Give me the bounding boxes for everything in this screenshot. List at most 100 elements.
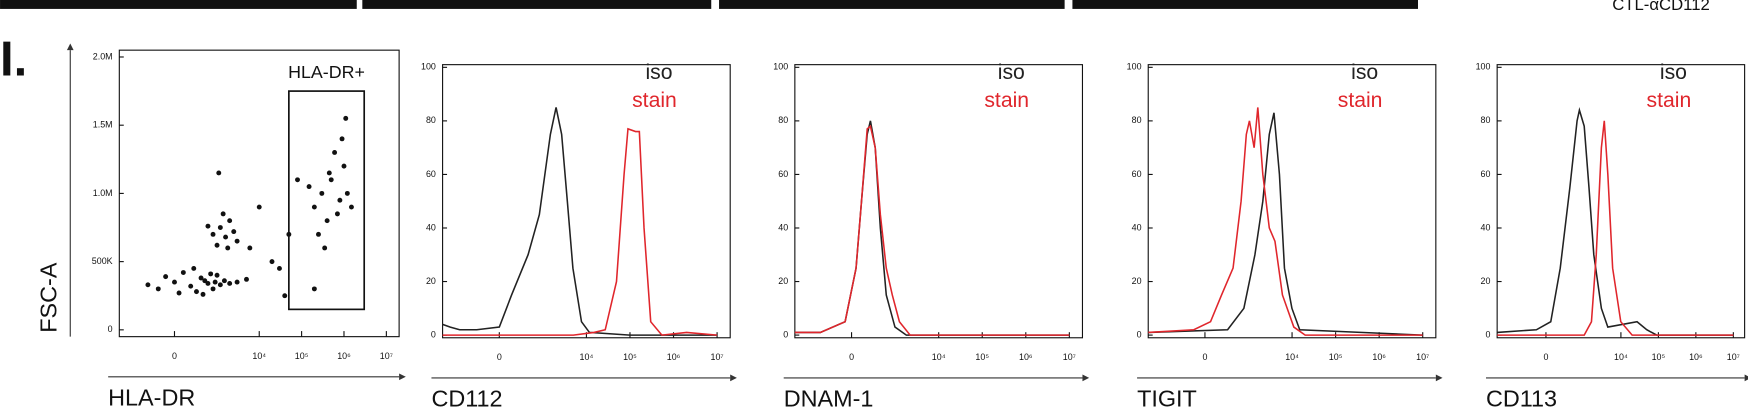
- y-tick-label: 0: [783, 329, 788, 339]
- x-tick-label: 10⁶: [1019, 352, 1033, 362]
- x-axis-label: DNAM-1: [784, 385, 874, 408]
- point: [332, 150, 338, 155]
- point: [256, 204, 262, 210]
- point: [205, 223, 211, 229]
- x-tick-label: 10⁷: [1416, 352, 1429, 362]
- y-axis-label: FSC-A: [35, 262, 61, 333]
- point: [227, 280, 233, 286]
- point: [344, 190, 350, 196]
- y-tick-label: 100: [1476, 62, 1491, 72]
- point: [210, 231, 216, 237]
- point: [341, 163, 347, 169]
- arrow-head: [1435, 374, 1443, 382]
- point: [311, 286, 317, 292]
- y-tick-label: 100: [1127, 62, 1142, 72]
- y-tick-label: 0: [1485, 329, 1490, 339]
- x-tick-label: 10⁵: [623, 352, 637, 362]
- x-axis-label: TIGIT: [1137, 385, 1197, 408]
- x-tick-label: 10⁶: [1372, 352, 1386, 362]
- panel-label: I.: [0, 32, 27, 86]
- point: [145, 282, 151, 288]
- y-tick-label: 60: [1132, 169, 1142, 179]
- y-tick-label: 500K: [92, 256, 113, 266]
- x-tick-label: 10⁷: [1063, 352, 1076, 362]
- point: [247, 245, 253, 251]
- point: [324, 218, 330, 224]
- y-tick-label: 1.0M: [93, 188, 113, 198]
- x-tick-label: 10⁷: [380, 351, 393, 361]
- x-tick-label: 10⁶: [337, 351, 351, 361]
- point: [234, 238, 240, 244]
- point: [214, 272, 220, 278]
- point: [326, 170, 332, 176]
- arrow-head: [66, 43, 74, 51]
- point: [210, 286, 216, 292]
- x-tick-label: 0: [1202, 352, 1207, 362]
- x-tick-label: 10⁵: [295, 351, 309, 361]
- y-tick-label: 20: [778, 276, 788, 286]
- arrow-head: [1744, 374, 1748, 382]
- point: [180, 270, 186, 275]
- y-tick-label: 0: [1137, 329, 1142, 339]
- point: [221, 278, 227, 284]
- y-tick-label: 1.5M: [93, 120, 113, 130]
- x-tick-label: 10⁷: [711, 352, 724, 362]
- legend-entry: stain: [1338, 89, 1383, 112]
- point: [319, 190, 325, 196]
- y-tick-label: 100: [421, 62, 436, 72]
- point: [244, 276, 249, 282]
- point: [231, 229, 237, 235]
- point: [217, 225, 223, 230]
- arrow-head: [730, 374, 737, 382]
- point: [163, 274, 169, 280]
- y-tick-label: 0: [431, 329, 436, 339]
- image-strip: [0, 0, 357, 9]
- point: [212, 279, 218, 285]
- point: [337, 197, 343, 203]
- point: [334, 211, 340, 217]
- series-line: [442, 107, 718, 336]
- y-tick-label: 80: [426, 115, 436, 125]
- x-tick-label: 10⁶: [667, 352, 681, 362]
- legend-entry: iso: [645, 61, 672, 84]
- y-tick-label: 20: [426, 276, 436, 286]
- y-tick-label: 20: [1132, 276, 1142, 286]
- top-text: CTL-αCD112: [1612, 0, 1710, 14]
- x-tick-label: 0: [1543, 352, 1548, 362]
- point: [328, 177, 334, 183]
- point: [216, 170, 222, 176]
- point: [220, 211, 226, 217]
- legend-entry: iso: [1660, 61, 1687, 84]
- y-tick-label: 80: [1132, 115, 1142, 125]
- point: [208, 271, 214, 277]
- y-tick-label: 20: [1481, 276, 1491, 286]
- x-tick-label: 0: [497, 352, 502, 362]
- image-strip: [362, 0, 712, 9]
- y-tick-label: 100: [773, 62, 788, 72]
- x-tick-label: 10⁴: [580, 352, 594, 362]
- plot-frame: [118, 49, 400, 338]
- point: [200, 291, 206, 297]
- gate: [288, 90, 366, 311]
- x-tick-label: 0: [849, 352, 854, 362]
- point: [191, 265, 197, 271]
- x-tick-label: 10⁵: [975, 352, 989, 362]
- x-tick-label: 10⁴: [932, 352, 946, 362]
- point: [194, 289, 199, 295]
- plot-frame: [1147, 64, 1437, 339]
- series-line: [794, 124, 1070, 336]
- x-tick-label: 0: [172, 351, 177, 361]
- point: [155, 286, 161, 292]
- x-tick-label: 10⁷: [1727, 352, 1740, 362]
- image-strip: [719, 0, 1065, 9]
- series-line: [1497, 120, 1734, 336]
- y-tick-label: 40: [1132, 222, 1142, 232]
- series-line: [442, 127, 718, 336]
- y-tick-label: 2.0M: [93, 51, 113, 61]
- y-tick-label: 80: [1481, 115, 1491, 125]
- series-line: [794, 120, 1070, 336]
- legend-entry: stain: [632, 89, 677, 112]
- plot-frame: [794, 64, 1084, 339]
- y-tick-label: 40: [778, 222, 788, 232]
- y-tick-label: 80: [778, 115, 788, 125]
